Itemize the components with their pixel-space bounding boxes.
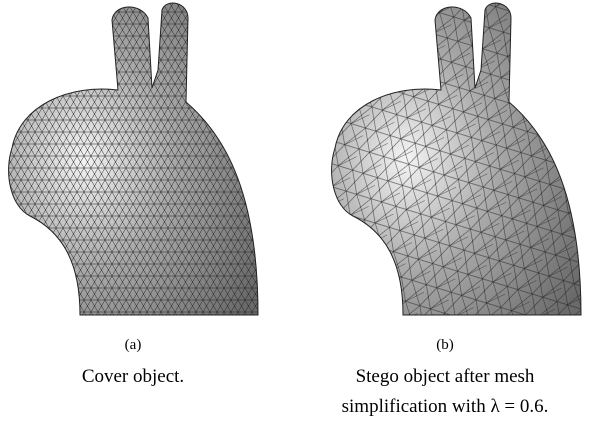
figure: (a) Cover object. (b) Stego object after…: [0, 0, 605, 424]
panel-label: (a): [3, 337, 263, 354]
caption-line: Cover object.: [0, 362, 278, 392]
caption-line: simplification with λ = 0.6.: [300, 392, 590, 422]
caption-line: Stego object after mesh: [300, 362, 590, 392]
renderings: [0, 0, 605, 330]
panel-label: (b): [315, 337, 575, 354]
stego-object-render: [332, 3, 581, 315]
cover-object-render: [9, 3, 258, 315]
